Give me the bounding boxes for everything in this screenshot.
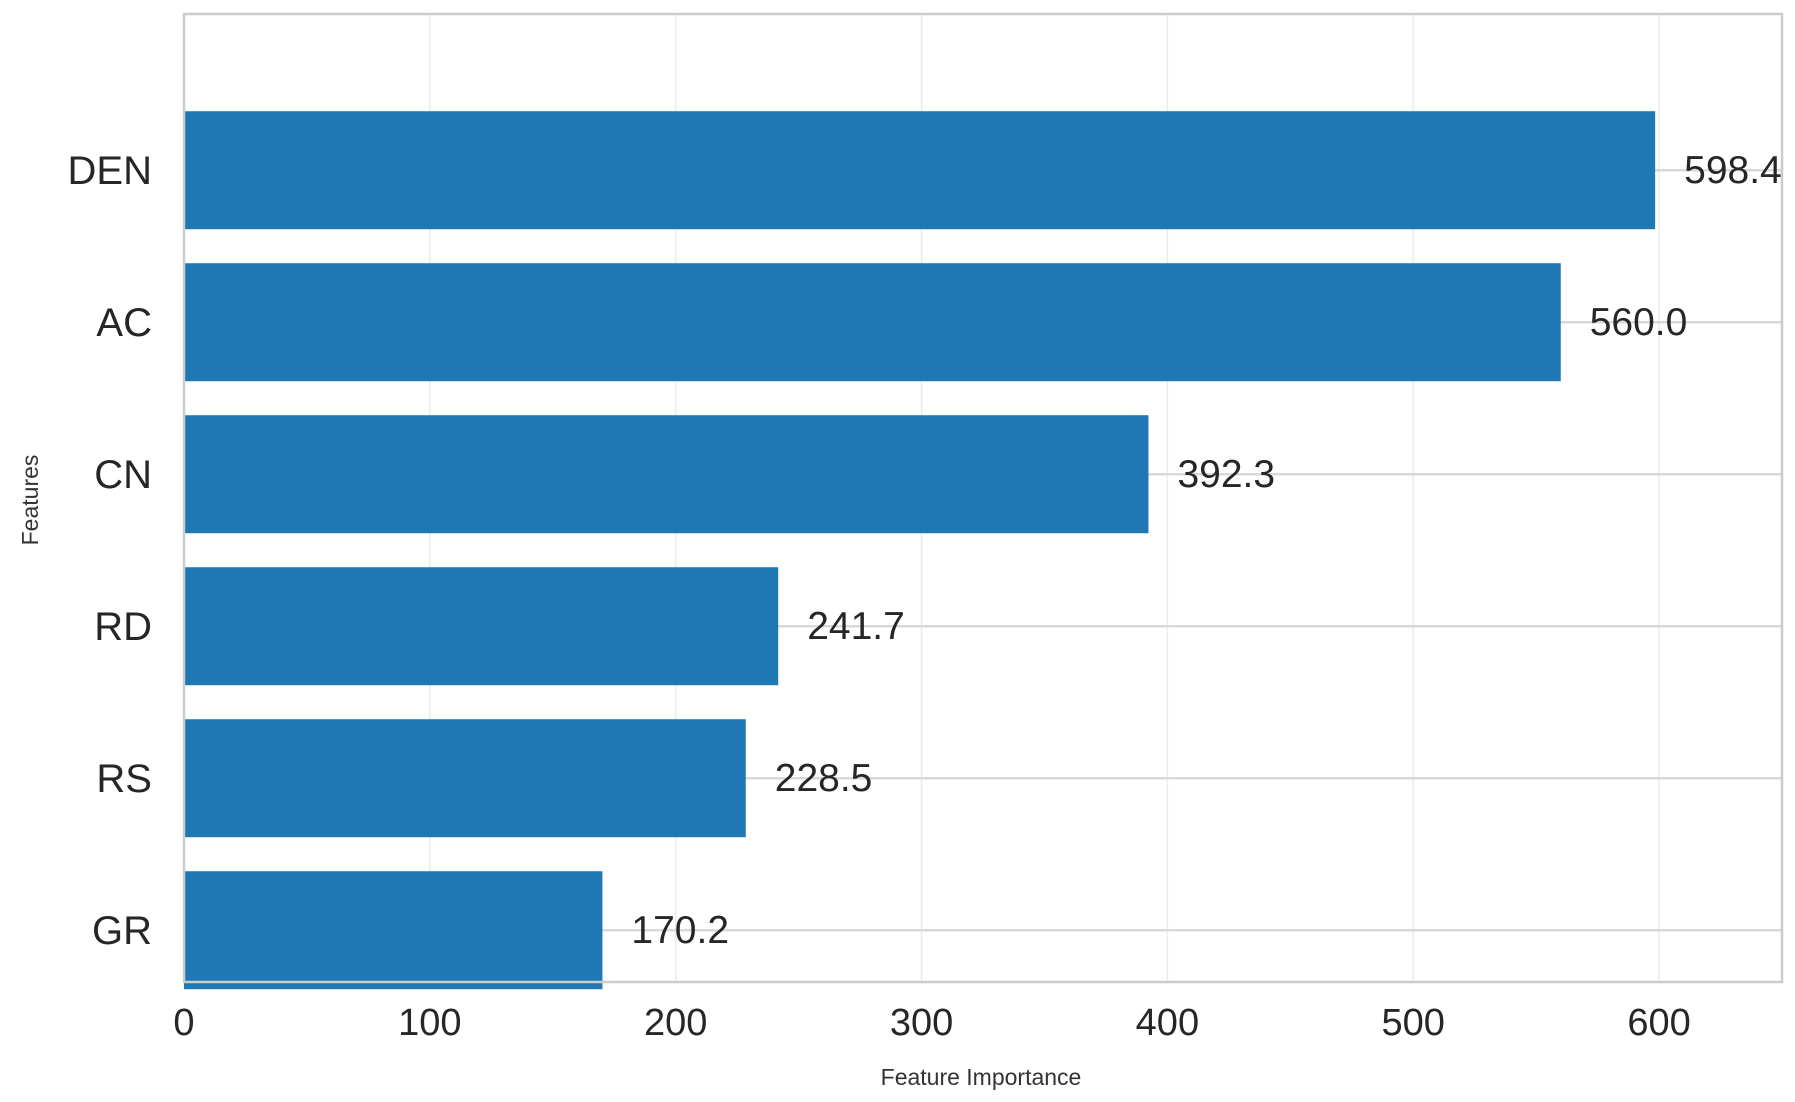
data-label-ac: 560.0: [1590, 301, 1688, 344]
data-label-rs: 228.5: [775, 757, 873, 800]
bar-rd: [184, 567, 779, 686]
category-labels: DEN AC CN RD RS GR: [68, 149, 152, 953]
x-tick-label-0: 0: [173, 1002, 194, 1044]
category-label-ac: AC: [96, 301, 152, 345]
bar-den: [184, 111, 1656, 230]
data-label-gr: 170.2: [631, 909, 729, 952]
x-tick-label-4: 400: [1136, 1002, 1199, 1044]
category-label-gr: GR: [92, 909, 152, 953]
x-axis-title: Feature Importance: [881, 1064, 1082, 1090]
bar-gr: [184, 871, 603, 990]
x-tick-label-6: 600: [1627, 1002, 1690, 1044]
data-label-den: 598.4: [1684, 149, 1782, 192]
y-axis-title: Features: [17, 455, 43, 546]
category-label-rs: RS: [96, 757, 152, 801]
x-tick-label-3: 300: [890, 1002, 953, 1044]
bar-ac: [184, 263, 1561, 382]
x-tick-label-5: 500: [1382, 1002, 1445, 1044]
category-label-rd: RD: [94, 605, 152, 649]
data-label-rd: 241.7: [807, 605, 905, 648]
x-tick-label-1: 100: [398, 1002, 461, 1044]
plot-frame: [182, 12, 1784, 984]
category-label-cn: CN: [94, 453, 152, 497]
data-labels: 598.4 560.0 392.3 241.7 228.5 170.2: [631, 149, 1781, 952]
x-tick-label-2: 200: [644, 1002, 707, 1044]
category-label-den: DEN: [68, 149, 152, 193]
bar-rs: [184, 719, 746, 838]
bars-group: [184, 111, 1656, 990]
data-label-cn: 392.3: [1177, 453, 1275, 496]
bar-cn: [184, 415, 1149, 534]
x-tick-labels: 0 100 200 300 400 500 600: [173, 1002, 1690, 1044]
